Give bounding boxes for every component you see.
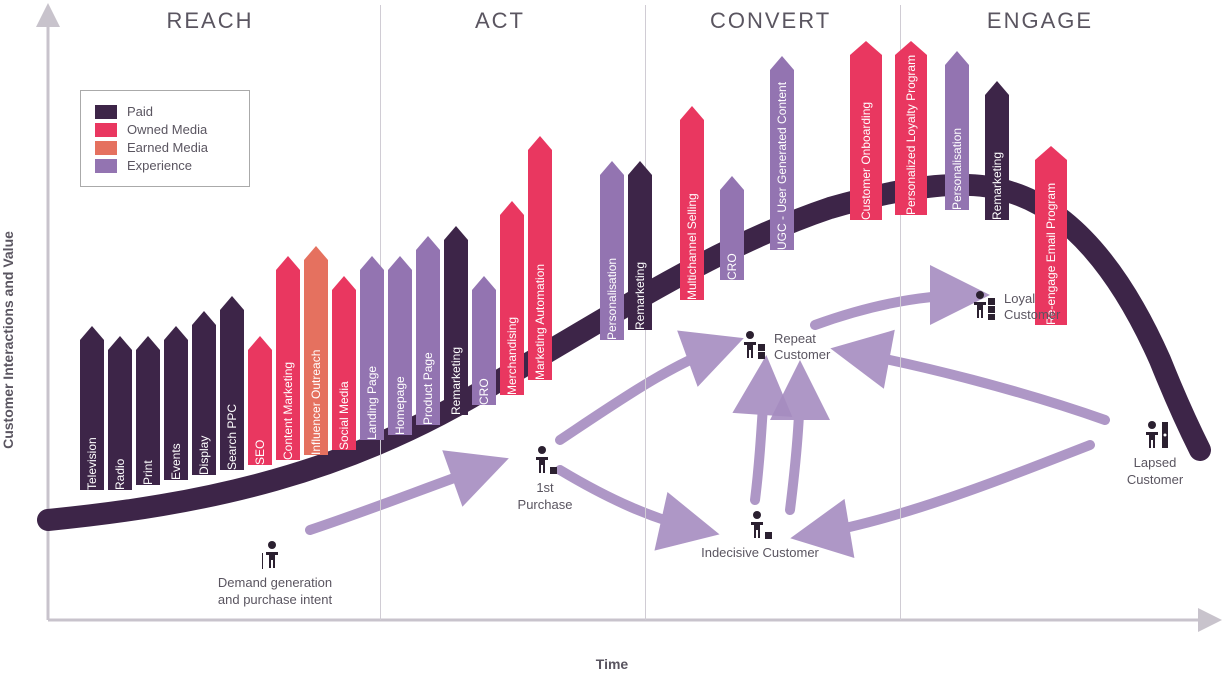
legend: Paid Owned Media Earned Media Experience <box>80 90 250 187</box>
channel-pointer: Search PPC <box>220 310 244 470</box>
journey-node: LoyalCustomer <box>970 290 1100 325</box>
channel-pointer: Merchandising <box>500 215 524 395</box>
legend-item: Experience <box>95 158 235 173</box>
legend-item: Owned Media <box>95 122 235 137</box>
channel-pointer: Print <box>136 350 160 485</box>
legend-item: Earned Media <box>95 140 235 155</box>
channel-pointer: Landing Page <box>360 270 384 440</box>
channel-pointer: Remarketing <box>628 175 652 330</box>
x-axis-label: Time <box>596 656 628 672</box>
channel-pointer: Content Marketing <box>276 270 300 460</box>
channel-pointer: Events <box>164 340 188 480</box>
journey-node: Indecisive Customer <box>695 510 825 562</box>
channel-pointer: Display <box>192 325 216 475</box>
customer-lifecycle-infographic: Customer Interactions and Value Time REA… <box>0 0 1224 680</box>
channel-pointer: Television <box>80 340 104 490</box>
journey-node: LapsedCustomer <box>1090 420 1220 489</box>
channel-pointer: CRO <box>720 190 744 280</box>
channel-pointer: SEO <box>248 350 272 465</box>
stage-header: REACH <box>150 8 270 34</box>
channel-pointer: Influencer Outreach <box>304 260 328 455</box>
channel-pointer: Personalisation <box>600 175 624 340</box>
person-icon <box>1142 420 1168 455</box>
journey-node: Demand generationand purchase intent <box>210 540 340 609</box>
channel-pointer: Product Page <box>416 250 440 425</box>
channel-pointer: Multichannel Selling <box>680 120 704 300</box>
channel-pointer: Remarketing <box>985 95 1009 220</box>
channel-pointer: Social Media <box>332 290 356 450</box>
channel-pointer: UGC - User Generated Content <box>770 70 794 250</box>
person-icon <box>262 540 288 575</box>
channel-pointer: Remarketing <box>444 240 468 415</box>
channel-pointer: Homepage <box>388 270 412 435</box>
channel-pointer: Customer Onboarding <box>850 55 882 220</box>
channel-pointer: Personalized Loyalty Program <box>895 55 927 215</box>
person-icon <box>747 510 773 545</box>
y-axis-label: Customer Interactions and Value <box>0 231 16 449</box>
journey-node: 1stPurchase <box>480 445 610 514</box>
person-icon <box>740 330 766 365</box>
person-icon <box>532 445 558 480</box>
channel-pointer: Marketing Automation <box>528 150 552 380</box>
person-icon <box>970 290 996 325</box>
stage-header: ACT <box>440 8 560 34</box>
legend-item: Paid <box>95 104 235 119</box>
journey-node: RepeatCustomer <box>740 330 870 365</box>
stage-header: ENGAGE <box>980 8 1100 34</box>
channel-pointer: Personalisation <box>945 65 969 210</box>
stage-header: CONVERT <box>710 8 830 34</box>
channel-pointer: CRO <box>472 290 496 405</box>
channel-pointer: Radio <box>108 350 132 490</box>
